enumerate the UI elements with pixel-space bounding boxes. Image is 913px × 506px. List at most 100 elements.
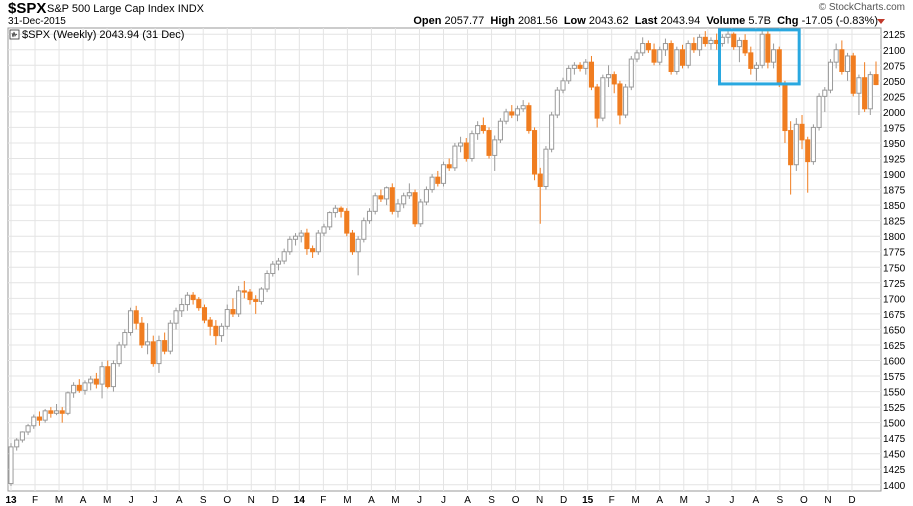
- candle-down: [799, 123, 805, 141]
- candle-down: [588, 61, 595, 88]
- candle-up: [287, 238, 293, 253]
- open-value: 2057.77: [444, 15, 485, 27]
- x-tick-label: A: [464, 495, 471, 506]
- candle-up: [236, 290, 242, 315]
- candle-up: [844, 55, 851, 73]
- candle-up: [179, 304, 185, 312]
- x-tick-label: N: [248, 495, 255, 506]
- candle-up: [793, 123, 799, 166]
- candle-up: [264, 272, 270, 290]
- candle-up: [82, 382, 88, 391]
- x-tick-label: 14: [294, 495, 306, 506]
- x-tick-label: O: [223, 495, 231, 506]
- y-tick-label: 1875: [883, 186, 906, 197]
- candle-up: [219, 325, 225, 337]
- high-value: 2081.56: [517, 15, 558, 27]
- candle-down: [304, 232, 310, 250]
- candle-up: [554, 89, 560, 116]
- candle-up: [497, 120, 503, 141]
- chart-date: 31-Dec-2015: [8, 16, 66, 27]
- y-tick-label: 1450: [883, 450, 906, 461]
- candle-up: [270, 263, 276, 274]
- candle-down: [748, 52, 754, 69]
- symbol: $SPX: [8, 0, 47, 17]
- y-tick-label: 1675: [883, 310, 906, 321]
- x-tick-label: J: [441, 495, 446, 506]
- brand-logo[interactable]: © StockCharts.com: [818, 2, 905, 13]
- candle-up: [520, 105, 526, 110]
- symbol-name: S&P 500 Large Cap Index INDX: [47, 3, 204, 15]
- candle-up: [492, 139, 498, 156]
- candle-up: [366, 210, 373, 222]
- candle-down: [133, 310, 139, 324]
- candle-down: [645, 43, 651, 51]
- candle-up: [816, 95, 822, 128]
- x-tick-label: A: [656, 495, 663, 506]
- candle-up: [605, 74, 612, 79]
- candle-up: [423, 189, 429, 203]
- y-tick-label: 2125: [883, 30, 906, 41]
- candle-down: [201, 307, 208, 321]
- x-tick-label: D: [848, 495, 855, 506]
- candle-down: [526, 105, 532, 132]
- candle-up: [315, 232, 321, 253]
- x-tick-label: J: [705, 495, 710, 506]
- candle-down: [196, 299, 202, 309]
- candle-up: [372, 195, 378, 212]
- candle-down: [691, 43, 697, 51]
- candle-up: [549, 114, 555, 150]
- candle-up: [258, 288, 264, 302]
- x-tick-label: F: [32, 495, 38, 506]
- x-tick-label: A: [176, 495, 183, 506]
- y-tick-label: 1600: [883, 356, 906, 367]
- candle-down: [765, 33, 771, 63]
- candle-down: [247, 291, 253, 301]
- y-tick-label: 1825: [883, 217, 906, 228]
- x-tick-label: S: [488, 495, 495, 506]
- candle-up: [867, 74, 873, 110]
- x-tick-label: 15: [582, 495, 594, 506]
- chart-header: $SPX S&P 500 Large Cap Index INDX 31-Dec…: [0, 0, 913, 30]
- x-tick-label: N: [824, 495, 831, 506]
- exchange: INDX: [177, 3, 204, 15]
- candles: [8, 31, 879, 487]
- low-label: Low: [563, 15, 586, 27]
- candle-up: [566, 67, 572, 82]
- last-label: Last: [634, 15, 658, 27]
- candle-up: [475, 125, 481, 135]
- candle-up: [116, 344, 122, 365]
- candle-up: [173, 310, 179, 324]
- y-tick-label: 1800: [883, 232, 906, 243]
- y-tick-label: 1425: [883, 465, 906, 476]
- y-tick-label: 1775: [883, 248, 906, 259]
- y-tick-label: 1575: [883, 372, 906, 383]
- candle-up: [640, 43, 646, 54]
- candle-icon: [11, 31, 18, 38]
- candle-up: [810, 126, 816, 163]
- y-axis: 1400 1425 1450 1475 1500 1525 1550 1575 1600 1625…: [883, 30, 906, 492]
- price-stats: Open 2057.77 High 2081.56 Low 2043.62 La…: [413, 15, 878, 27]
- candle-up: [440, 164, 447, 184]
- candle-up: [657, 49, 663, 63]
- candle-up: [25, 425, 31, 433]
- x-tick-label: M: [391, 495, 399, 506]
- candle-down: [679, 49, 686, 66]
- y-tick-label: 2050: [883, 77, 906, 88]
- candle-up: [110, 363, 116, 388]
- grid: [8, 28, 881, 491]
- x-tick-label: M: [55, 495, 63, 506]
- candle-up: [127, 310, 134, 334]
- candle-up: [736, 39, 742, 48]
- candle-up: [355, 238, 361, 253]
- y-tick-label: 1550: [883, 388, 906, 399]
- y-tick-label: 2025: [883, 92, 906, 103]
- candle-down: [162, 340, 168, 352]
- candle-up: [759, 33, 765, 66]
- x-tick-label: J: [417, 495, 422, 506]
- candle-up: [560, 80, 566, 91]
- candle-down: [805, 139, 811, 163]
- candle-down: [230, 309, 236, 315]
- candle-up: [856, 77, 862, 94]
- candle-up: [122, 332, 128, 346]
